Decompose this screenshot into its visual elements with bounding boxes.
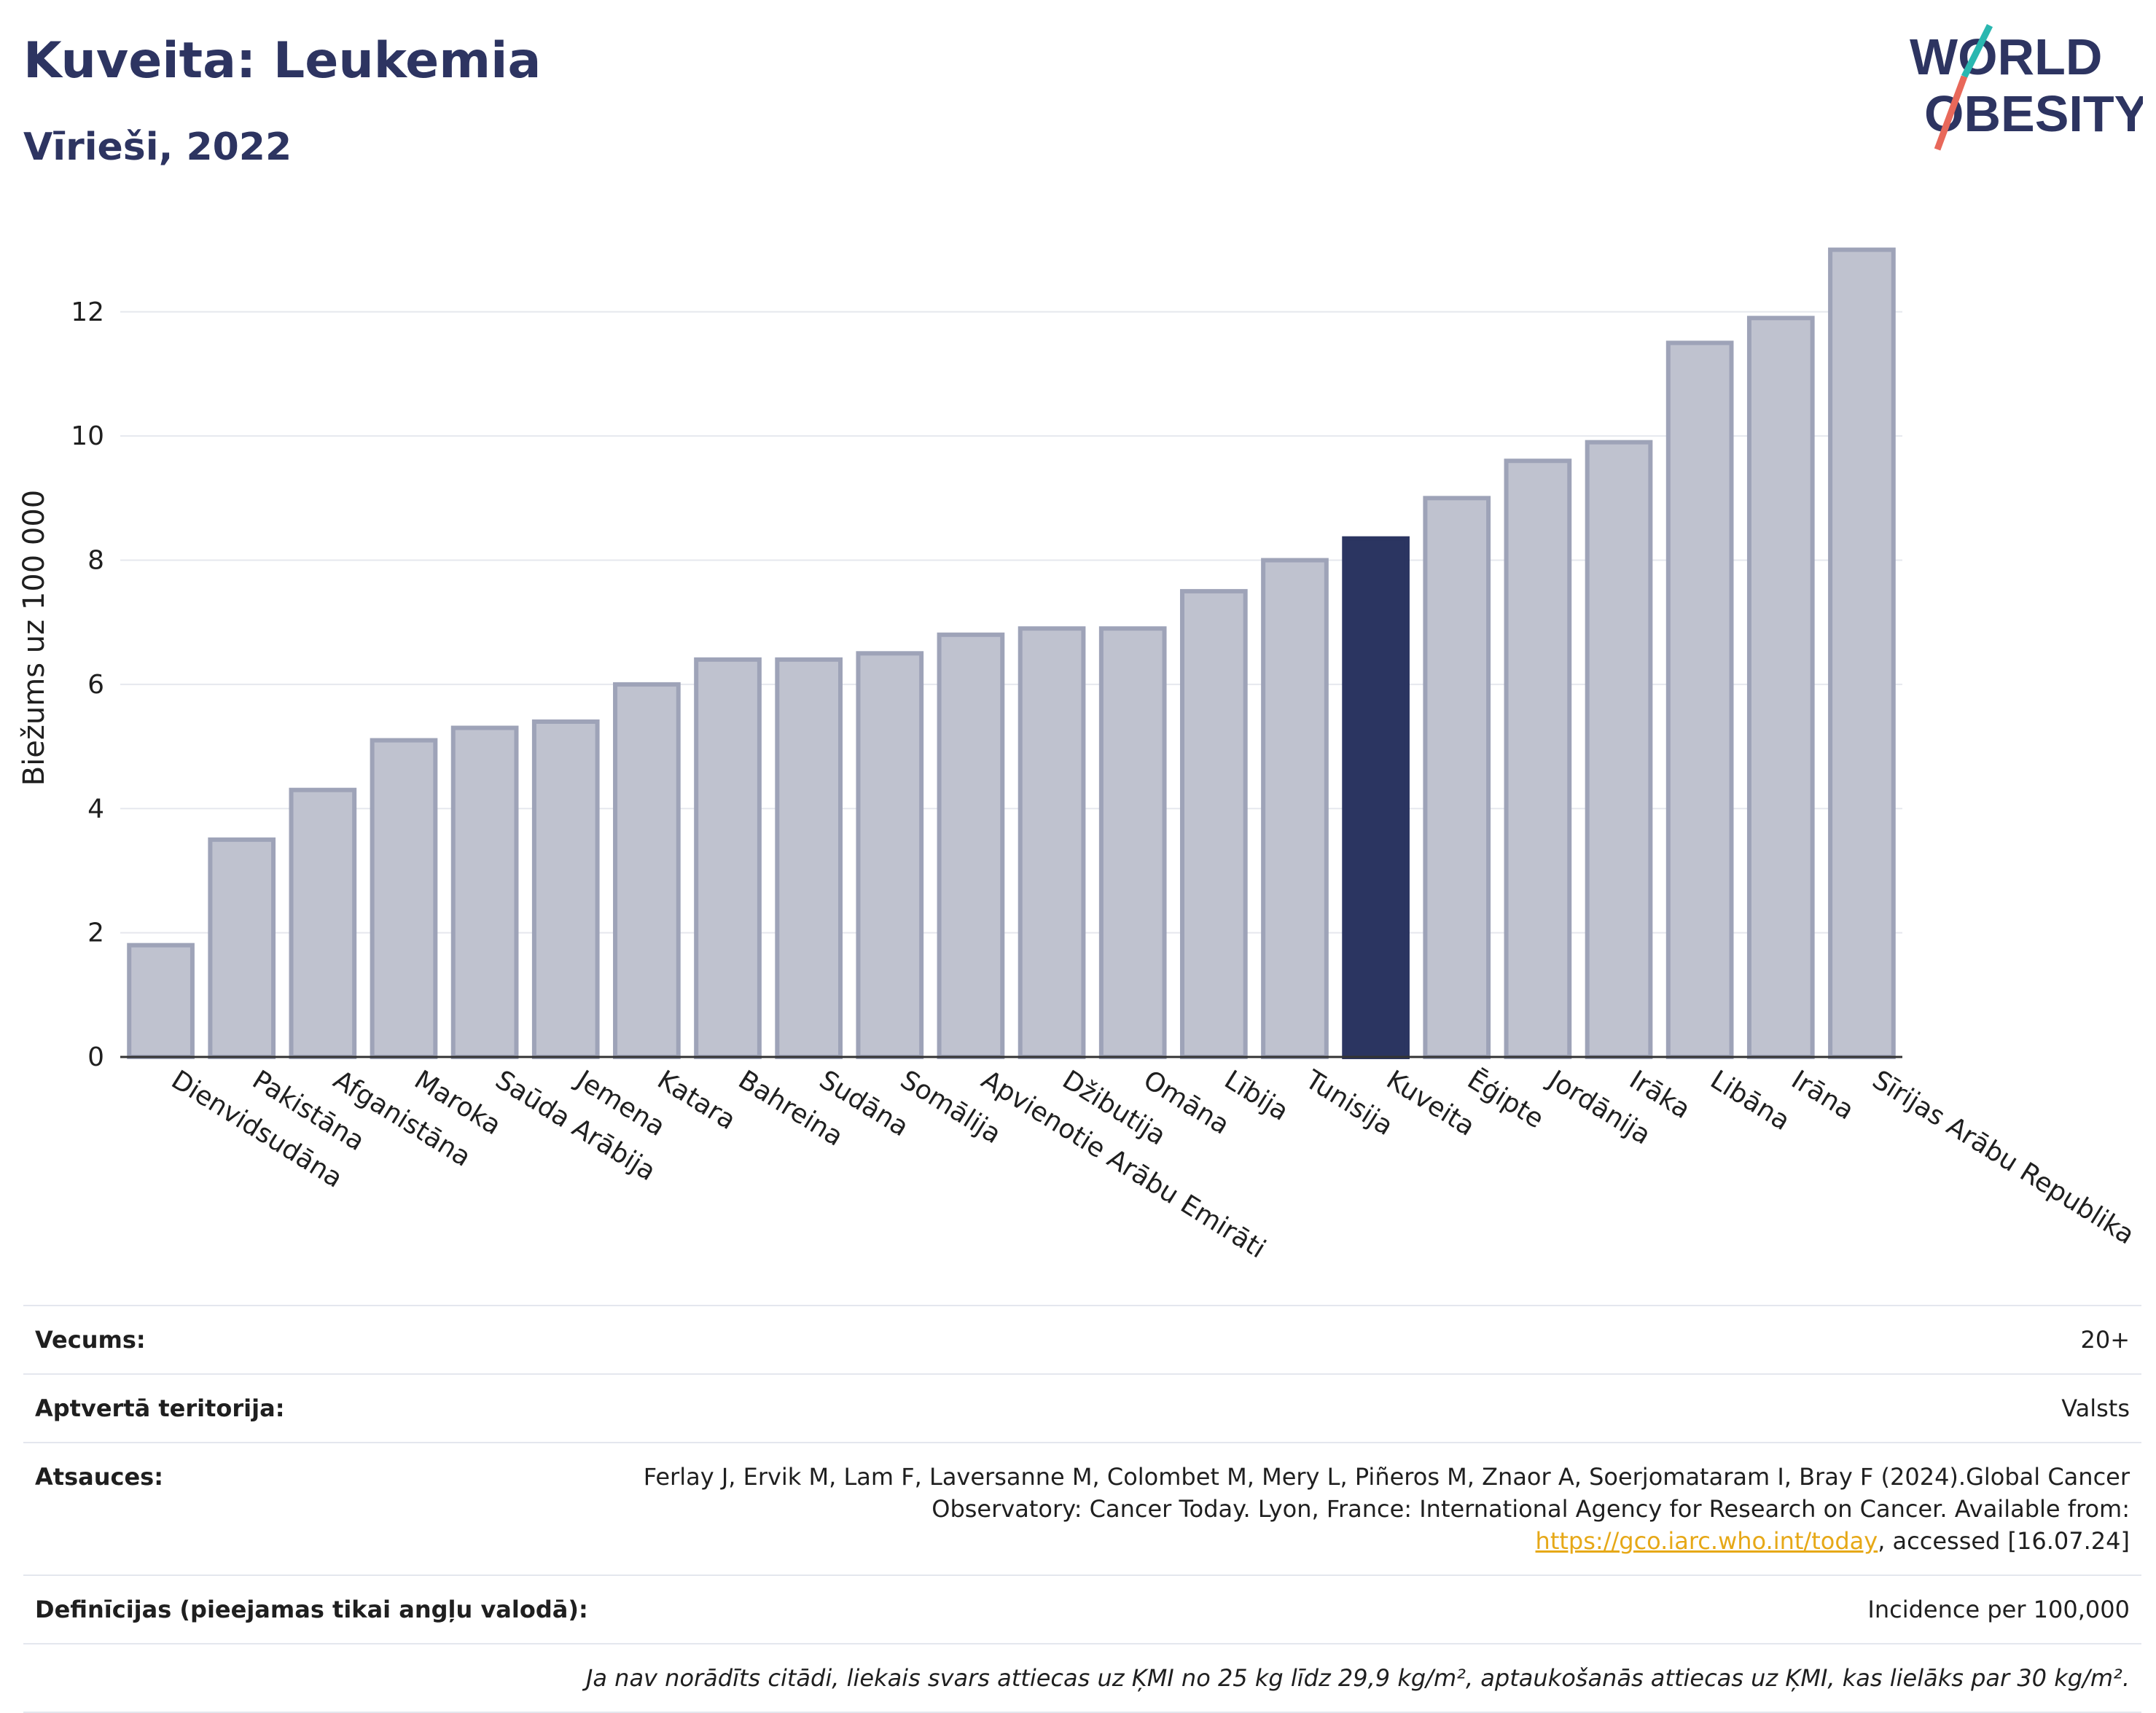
bar-14 (1179, 589, 1248, 1059)
x-tick-label: Kuveita (1381, 1065, 1480, 1142)
bar-12 (1018, 626, 1086, 1059)
bar-5 (450, 725, 519, 1059)
bar-3 (289, 787, 357, 1059)
bar-4 (370, 738, 438, 1059)
y-tick-label: 0 (87, 1042, 104, 1072)
meta-row-definitions: Definīcijas (pieejamas tikai angļu valod… (23, 1575, 2141, 1643)
x-tick-label: Katara (652, 1065, 741, 1136)
y-tick-label: 4 (87, 794, 104, 824)
y-tick-label: 6 (87, 670, 104, 700)
x-tick-label: Libāna (1705, 1065, 1794, 1136)
x-axis-ticks: DienvidsudānaPakistānaAfganistānaMarokaS… (166, 1064, 2139, 1265)
bar-13 (1098, 626, 1167, 1059)
meta-row-age: Vecums: 20+ (23, 1305, 2141, 1373)
references-text: Ferlay J, Ervik M, Lam F, Laversanne M, … (643, 1463, 2130, 1523)
bar-19 (1585, 440, 1653, 1059)
x-tick-label: Sīrijas Arābu Republika (1867, 1065, 2140, 1251)
metadata-table: Vecums: 20+ Aptvertā teritorija: Valsts … (23, 1305, 2141, 1713)
bar-16 (1342, 536, 1410, 1060)
age-label: Vecums: (35, 1326, 146, 1354)
bar-9 (775, 657, 843, 1059)
bar-6 (531, 719, 600, 1059)
bar-22 (1828, 247, 1896, 1059)
territory-label: Aptvertā teritorija: (35, 1394, 285, 1422)
chart-bars (127, 247, 1896, 1060)
y-tick-label: 10 (71, 421, 104, 451)
y-axis-ticks: 0 2 4 6 8 10 12 (71, 297, 104, 1072)
logo-slash-top-icon (1961, 23, 1993, 79)
bar-17 (1423, 496, 1491, 1060)
references-link[interactable]: https://gco.iarc.who.int/today (1535, 1527, 1878, 1555)
meta-row-references: Atsauces: Ferlay J, Ervik M, Lam F, Lave… (23, 1442, 2141, 1575)
bar-7 (613, 682, 681, 1060)
y-tick-label: 8 (87, 546, 104, 576)
bar-11 (937, 632, 1005, 1059)
world-obesity-logo: WORLD OBESITY (1910, 23, 2143, 151)
definitions-label: Definīcijas (pieejamas tikai angļu valod… (35, 1596, 588, 1623)
territory-value: Valsts (2061, 1394, 2130, 1422)
bar-15 (1261, 558, 1329, 1060)
references-value: Ferlay J, Ervik M, Lam F, Laversanne M, … (636, 1461, 2130, 1557)
y-tick-label: 12 (71, 297, 104, 327)
bar-1 (127, 943, 195, 1060)
bar-10 (856, 651, 924, 1059)
references-label: Atsauces: (35, 1463, 163, 1491)
meta-row-note: Ja nav norādīts citādi, liekais svars at… (23, 1643, 2141, 1713)
bar-8 (694, 657, 762, 1059)
bar-18 (1504, 459, 1572, 1059)
bar-20 (1665, 340, 1734, 1060)
definition-note: Ja nav norādīts citādi, liekais svars at… (585, 1664, 2130, 1692)
logo-line1: WORLD (1910, 28, 2102, 85)
x-tick-label: Tunisija (1300, 1064, 1398, 1142)
bar-2 (208, 837, 276, 1060)
x-tick-label: Irāna (1786, 1065, 1859, 1126)
y-axis-label: Biežums uz 100 000 (17, 490, 51, 787)
page-title: Kuveita: Leukemia (23, 32, 542, 90)
bar-21 (1746, 316, 1815, 1059)
bar-chart: 0 2 4 6 8 10 12 DienvidsudānaPakistānaAfganist… (17, 247, 2139, 1265)
definitions-value: Incidence per 100,000 (1867, 1596, 2130, 1623)
meta-row-territory: Aptvertā teritorija: Valsts (23, 1373, 2141, 1442)
age-value: 20+ (2080, 1326, 2130, 1354)
logo-slash-bottom-icon (1934, 75, 1968, 151)
y-tick-label: 2 (87, 918, 104, 948)
references-accessed: , accessed [16.07.24] (1878, 1527, 2130, 1555)
page-subtitle: Vīrieši, 2022 (23, 125, 292, 169)
